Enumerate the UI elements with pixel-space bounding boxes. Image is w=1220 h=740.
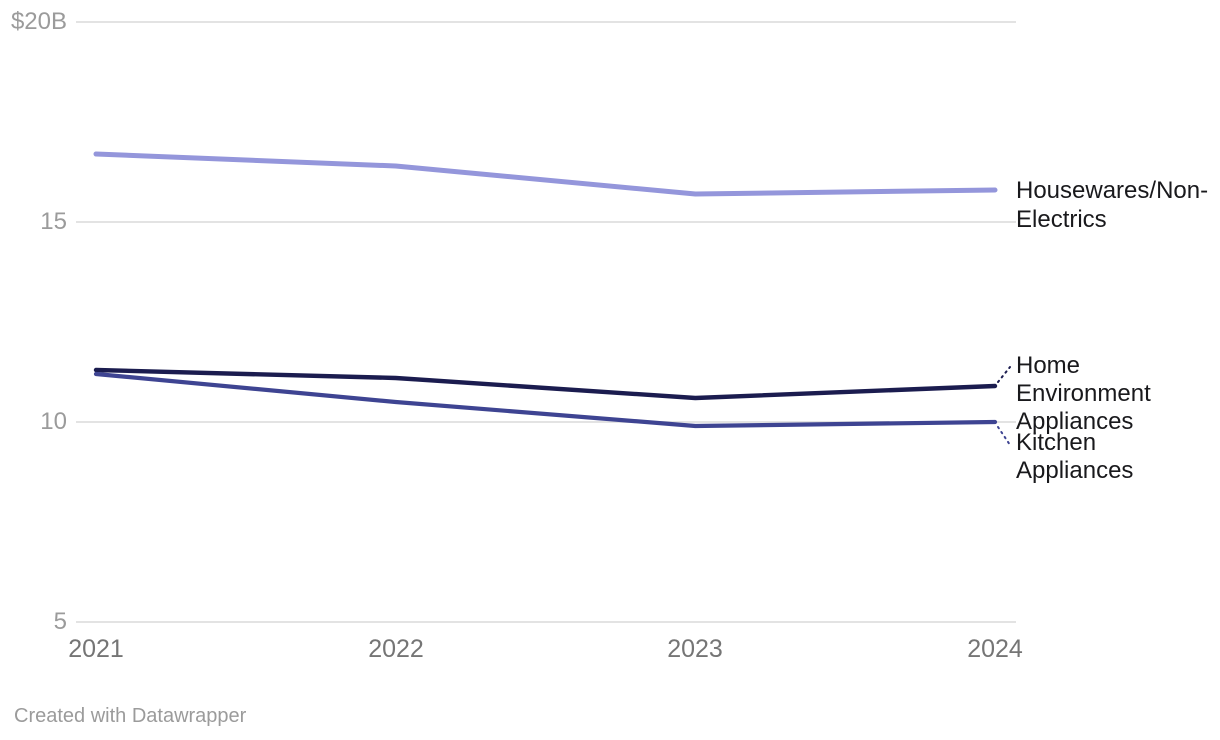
label-leader-line-2 <box>997 426 1011 446</box>
y-axis-tick-label-15: 15 <box>40 208 67 235</box>
y-axis-tick-label-20b: $20B <box>10 8 67 35</box>
series-line-2 <box>93 371 998 429</box>
series-label-housewares-non-electrics: Housewares/Non- Electrics <box>1016 177 1209 233</box>
y-axis-tick-label-10: 10 <box>40 408 67 435</box>
series-line-0 <box>93 151 998 197</box>
label-leader-line-1 <box>997 366 1011 383</box>
x-axis-tick-label-2024: 2024 <box>967 635 1023 663</box>
x-axis-tick-label-2023: 2023 <box>667 635 723 663</box>
x-axis-tick-label-2021: 2021 <box>68 635 124 663</box>
x-axis-tick-label-2022: 2022 <box>368 635 424 663</box>
series-label-home-environment-appliances: Home Environment Appliances <box>1016 352 1151 435</box>
series-label-kitchen-appliances: Kitchen Appliances <box>1016 429 1134 484</box>
series-line-1 <box>93 367 998 401</box>
datawrapper-credit: Created with Datawrapper <box>14 705 247 727</box>
y-axis-tick-label-5: 5 <box>53 608 67 635</box>
